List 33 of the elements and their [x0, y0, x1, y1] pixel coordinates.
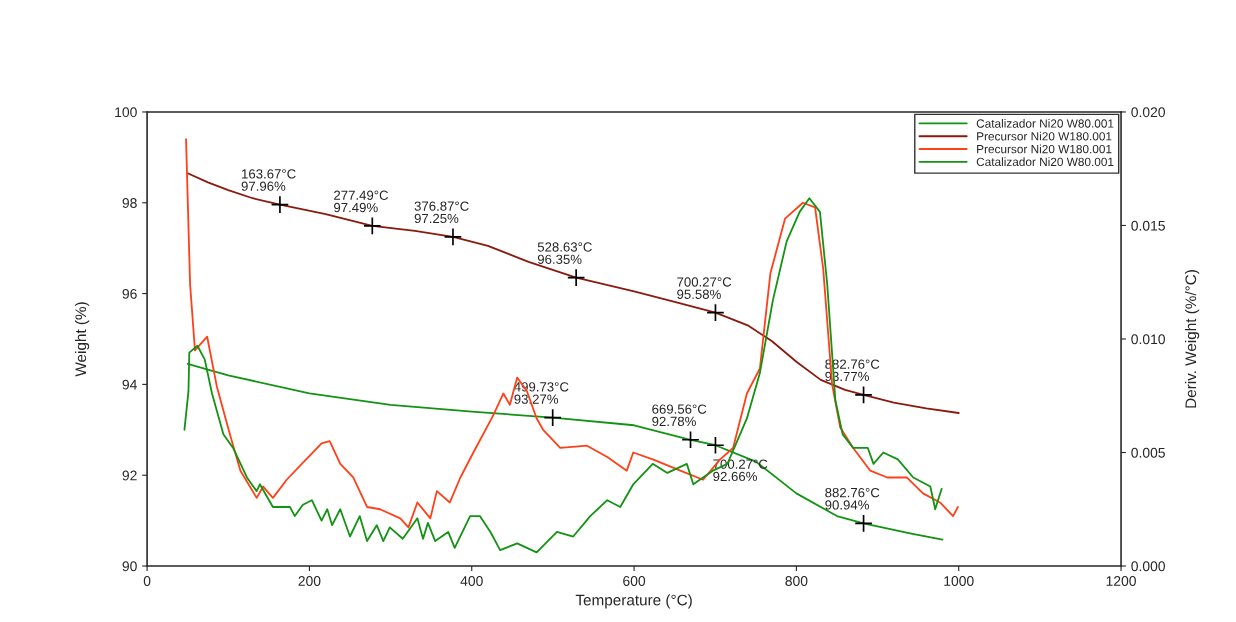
y2-tick-label: 0.020	[1131, 107, 1165, 118]
y-tick-label: 92	[122, 470, 137, 481]
legend-label: Precursor Ni20 W180.001	[977, 131, 1112, 141]
x-tick-label: 800	[785, 576, 808, 586]
y-tick-label: 94	[122, 379, 137, 390]
annotation: 700.27°C 95.58%	[677, 277, 732, 299]
y2-tick-label: 0.010	[1131, 334, 1165, 345]
x-tick-label: 200	[298, 576, 321, 586]
y2-tick-label: 0.015	[1131, 220, 1165, 231]
annotation: 376.87°C 97.25%	[414, 201, 469, 224]
annotation: 882.76°C 90.94%	[825, 487, 880, 510]
x-tick-label: 1000	[944, 576, 974, 586]
annotation: 163.67°C 97.96%	[241, 169, 296, 191]
legend-label: Precursor Ni20 W180.001	[977, 144, 1112, 154]
x-tick-label: 1200	[1106, 576, 1136, 586]
y-tick-label: 100	[115, 107, 137, 118]
line-series	[185, 138, 959, 529]
x-tick-label: 0	[143, 576, 151, 586]
y2-tick-label: 0.000	[1131, 561, 1165, 572]
x-axis-title: Temperature (°C)	[575, 594, 692, 609]
y2-tick-label: 0.005	[1131, 447, 1165, 458]
x-tick-label: 600	[623, 576, 646, 586]
y-axis-title: Weight (%)	[74, 302, 90, 377]
y-tick-label: 96	[122, 288, 137, 299]
annotation: 669.56°C 92.78%	[652, 404, 707, 427]
annotation: 528.63°C 96.35%	[537, 242, 592, 264]
x-tick-label: 400	[460, 576, 483, 586]
y-tick-label: 98	[122, 198, 137, 208]
annotation: 277.49°C 97.49%	[334, 190, 389, 213]
y-tick-label: 90	[122, 561, 137, 572]
legend-label: Catalizador Ni20 W80.001	[976, 157, 1114, 167]
legend-label: Catalizador Ni20 W80.001	[976, 119, 1114, 128]
y2-axis-title: Deriv. Weight (%/°C)	[1184, 270, 1200, 408]
